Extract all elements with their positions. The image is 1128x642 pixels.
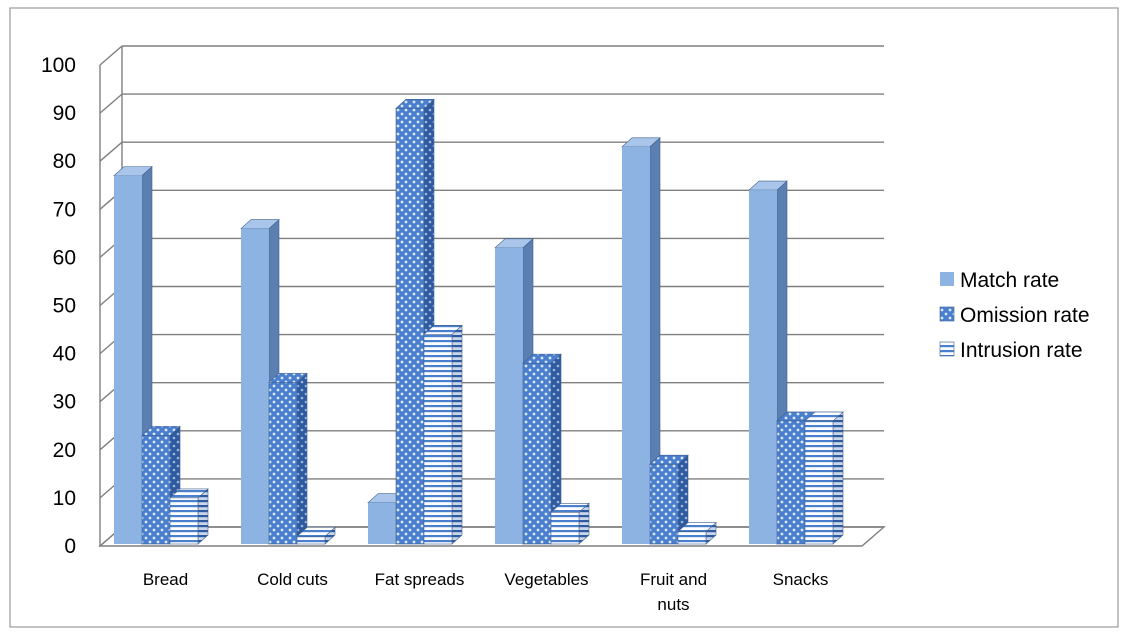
bar-omission-rate: [649, 454, 689, 545]
x-tick-label: Vegetables: [504, 570, 588, 589]
bar-omission-rate: [268, 372, 308, 545]
bars: [113, 98, 844, 545]
chart-border: [9, 7, 1119, 628]
y-tick-label: 30: [53, 391, 76, 414]
x-tick-label: Fruit and nuts: [640, 570, 707, 614]
x-tick-label: Bread: [143, 570, 188, 589]
legend-label: Match rate: [960, 269, 1059, 292]
y-tick-label: 70: [53, 198, 76, 221]
y-tick-label: 80: [53, 150, 76, 173]
bar-intrusion-rate: [423, 324, 463, 545]
legend-item: Intrusion rate: [939, 339, 1083, 362]
gridline-depth: [99, 141, 123, 162]
legend: Match rate Omission rate Intrusion rate: [939, 269, 1090, 362]
gridline-depth: [99, 45, 123, 66]
y-tick-label: 100: [41, 54, 76, 77]
bar-intrusion-rate: [169, 488, 209, 545]
y-tick-label: 50: [53, 295, 76, 318]
bar-intrusion-rate: [296, 526, 336, 545]
bar-intrusion-rate: [804, 411, 844, 545]
bar-omission-rate: [141, 425, 181, 545]
legend-swatch: [939, 341, 955, 357]
bar-match-rate: [113, 165, 153, 545]
bar-match-rate: [621, 137, 661, 545]
legend-item: Omission rate: [939, 304, 1090, 327]
x-tick-label: Cold cuts: [257, 570, 328, 589]
y-tick-label: 20: [53, 439, 76, 462]
gridline-depth: [99, 93, 123, 114]
legend-label: Omission rate: [960, 304, 1090, 327]
legend-item: Match rate: [940, 269, 1059, 292]
legend-swatch: [940, 272, 954, 286]
bar-intrusion-rate: [677, 521, 717, 545]
legend-swatch: [939, 306, 955, 322]
bar-omission-rate: [522, 353, 562, 545]
y-axis-labels: 0 10 20 30 40 50 60 70 80 90 100: [41, 54, 76, 558]
x-tick-label: Fat spreads: [375, 570, 465, 589]
y-tick-label: 10: [53, 487, 76, 510]
y-tick-label: 40: [53, 343, 76, 366]
legend-label: Intrusion rate: [960, 339, 1083, 362]
y-tick-label: 90: [53, 102, 76, 125]
y-tick-label: 0: [64, 535, 76, 558]
x-axis-labels: Bread Cold cuts Fat spreads Vegetables Fruit…: [143, 570, 829, 614]
y-tick-label: 60: [53, 246, 76, 269]
bar-intrusion-rate: [550, 502, 590, 545]
bar-match-rate: [748, 180, 788, 545]
x-tick-label: Snacks: [773, 570, 829, 589]
